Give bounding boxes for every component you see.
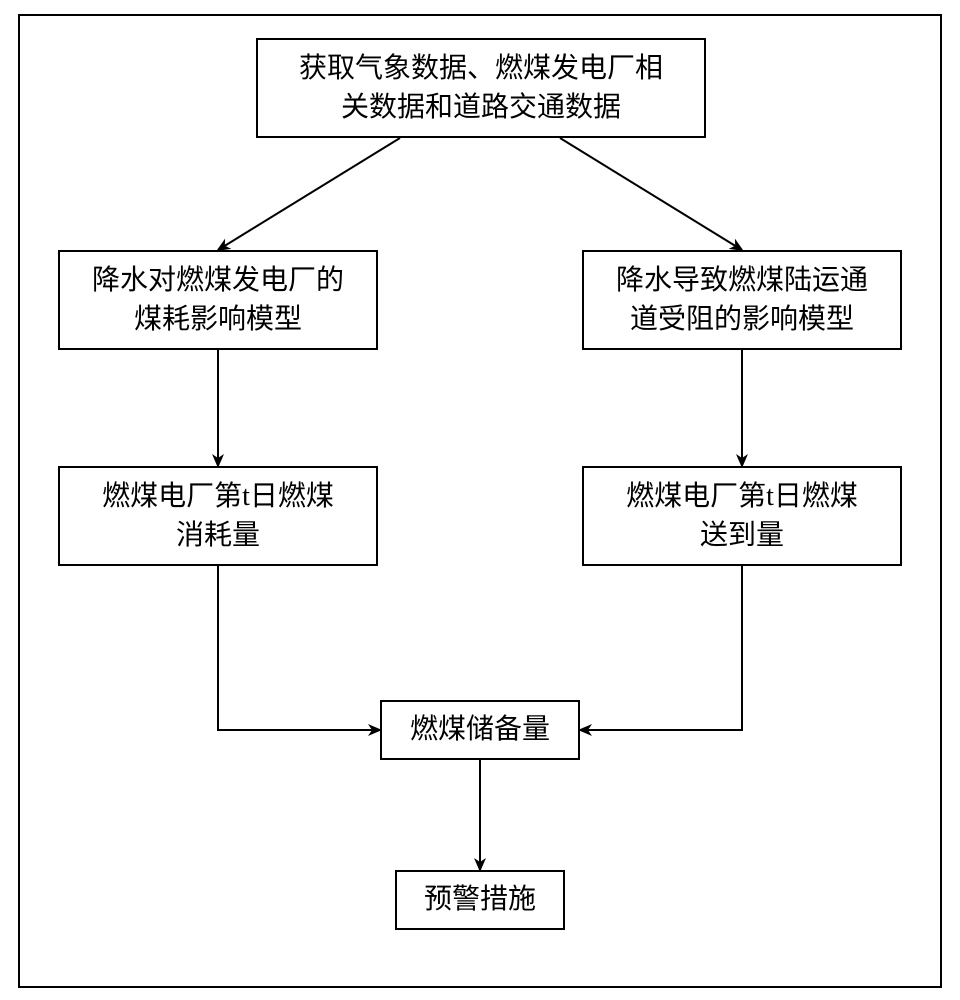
flowchart-node-left2: 燃煤电厂第t日燃煤消耗量: [58, 466, 378, 566]
flowchart-node-label: 预警措施: [424, 880, 536, 919]
flowchart-node-label: 降水对燃煤发电厂的煤耗影响模型: [92, 261, 344, 339]
flowchart-node-warning: 预警措施: [395, 870, 565, 930]
flowchart-node-label: 燃煤电厂第t日燃煤消耗量: [102, 477, 334, 555]
flowchart-node-label: 燃煤电厂第t日燃煤送到量: [626, 477, 858, 555]
flowchart-node-right2: 燃煤电厂第t日燃煤送到量: [582, 466, 902, 566]
flowchart-node-top: 获取气象数据、燃煤发电厂相关数据和道路交通数据: [256, 38, 706, 138]
flowchart-node-label: 获取气象数据、燃煤发电厂相关数据和道路交通数据: [299, 49, 663, 127]
flowchart-node-reserve: 燃煤储备量: [380, 700, 580, 760]
flowchart-node-label: 降水导致燃煤陆运通道受阻的影响模型: [616, 261, 868, 339]
flowchart-node-right1: 降水导致燃煤陆运通道受阻的影响模型: [582, 250, 902, 350]
flowchart-node-label: 燃煤储备量: [410, 710, 550, 749]
flowchart-node-left1: 降水对燃煤发电厂的煤耗影响模型: [58, 250, 378, 350]
